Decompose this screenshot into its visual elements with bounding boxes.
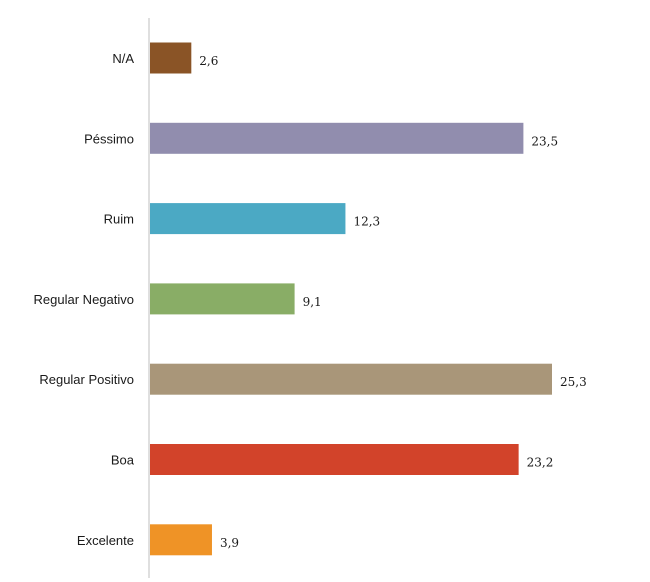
value-label-pessimo: 23,5 <box>531 134 558 148</box>
value-label-regular-negativo: 9,1 <box>303 295 322 309</box>
labels-layer: N/A 2,6 Péssimo 23,5 Ruim 12,3 Regular Negativ… <box>34 51 587 550</box>
value-label-regular-positivo: 25,3 <box>560 375 587 389</box>
bar-regular-positivo <box>150 363 552 395</box>
value-label-n-a: 2,6 <box>199 54 218 68</box>
bar-pessimo <box>150 122 524 154</box>
category-label-ruim: Ruim <box>104 212 134 227</box>
bar-excelente <box>150 524 212 556</box>
value-label-boa: 23,2 <box>527 456 554 470</box>
category-label-n-a: N/A <box>112 51 134 66</box>
bar-n-a <box>150 42 192 74</box>
bar-ruim <box>150 203 346 235</box>
category-label-regular-negativo: Regular Negativo <box>34 292 134 307</box>
bars-layer <box>150 42 552 556</box>
category-label-pessimo: Péssimo <box>84 131 134 146</box>
category-label-boa: Boa <box>111 453 135 468</box>
category-label-regular-positivo: Regular Positivo <box>39 372 134 387</box>
value-label-excelente: 3,9 <box>220 536 239 550</box>
category-label-excelente: Excelente <box>77 533 134 548</box>
bar-boa <box>150 444 519 475</box>
bar-regular-negativo <box>150 283 295 315</box>
value-label-ruim: 12,3 <box>353 215 380 229</box>
